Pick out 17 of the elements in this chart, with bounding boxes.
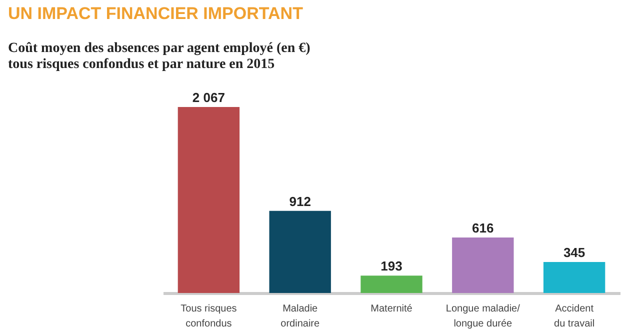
data-label: 616 <box>472 220 494 236</box>
x-tick-label: Tous risques confondus <box>180 304 237 330</box>
x-tick-label: Maternité <box>370 304 413 314</box>
data-label: 2 067 <box>192 90 225 105</box>
x-tick-label: Maladie ordinaire <box>280 304 320 330</box>
bar <box>269 210 331 293</box>
bar <box>178 106 240 293</box>
data-label: 193 <box>380 258 402 274</box>
x-tick-label: Accident du travail <box>554 304 595 330</box>
bar <box>452 238 514 293</box>
data-label: 912 <box>289 194 311 209</box>
chart-subtitle: Coût moyen des absences par agent employé (en €) tous risques confondus et par nature en 2015 <box>8 40 311 72</box>
bar <box>543 262 606 293</box>
data-label: 345 <box>563 244 586 260</box>
x-tick-label: Longue maladie/ longue durée <box>446 304 520 330</box>
chart-title: UN IMPACT FINANCIER IMPORTANT <box>8 4 304 23</box>
bar <box>360 276 422 293</box>
